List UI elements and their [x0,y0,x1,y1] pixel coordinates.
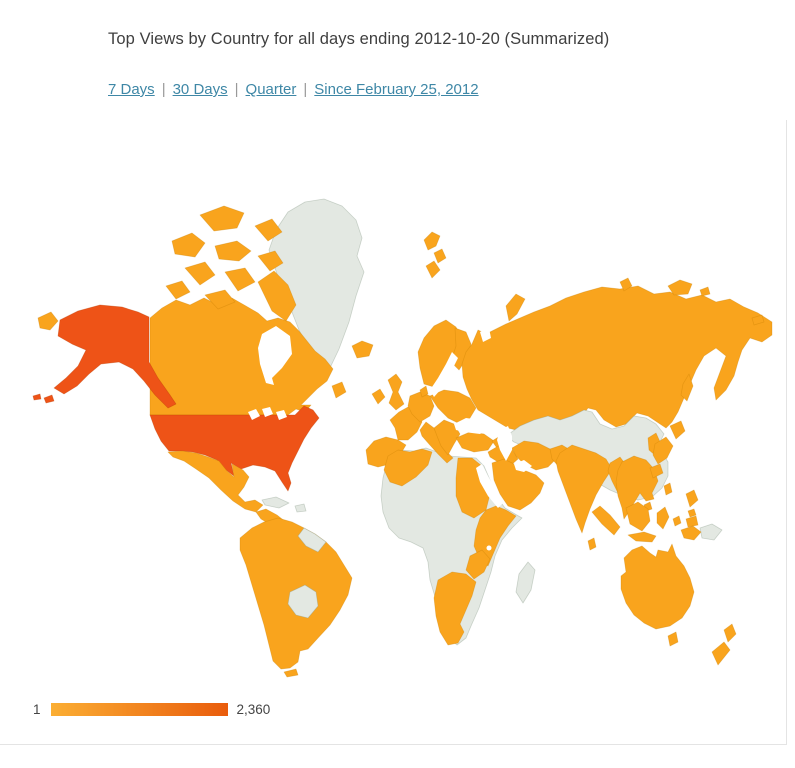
nav-link-7-days[interactable]: 7 Days [108,81,155,98]
nav-link-quarter[interactable]: Quarter [245,81,297,98]
region-italy[interactable] [419,421,454,464]
region-newfoundland[interactable] [331,381,347,399]
region-cuba[interactable] [261,496,290,509]
region-japan[interactable] [649,420,686,479]
map-legend: 1 2,360 [33,700,270,718]
region-maghreb[interactable] [383,448,433,487]
nav-link-since-start[interactable]: Since February 25, 2012 [314,81,479,98]
region-new-zealand[interactable] [711,623,737,666]
region-hispaniola[interactable] [294,503,307,513]
region-eastern-europe[interactable] [429,389,477,425]
region-sri-lanka[interactable] [587,537,597,551]
date-range-nav: 7 Days | 30 Days | Quarter | Since February 25… [108,81,479,98]
region-guyanas[interactable] [297,527,327,553]
persian-gulf [514,460,532,472]
great-lakes [248,407,287,420]
nav-separator: | [303,81,308,98]
nav-link-30-days[interactable]: 30 Days [172,81,228,98]
region-svalbard[interactable] [423,231,447,279]
region-zambia-mozambique[interactable] [465,549,491,580]
region-west-papua[interactable] [680,525,702,541]
page-title: Top Views by Country for all days ending… [108,30,610,48]
nav-separator: | [161,81,166,98]
region-taiwan[interactable] [663,482,673,496]
region-bolivia-paraguay[interactable] [287,584,319,619]
white-sea [480,328,491,342]
baltic-sea [430,352,458,397]
region-indochina[interactable] [615,455,659,520]
region-philippines[interactable] [685,489,699,528]
region-southern-africa[interactable] [433,571,477,646]
region-moluccas[interactable] [672,515,682,527]
black-sea [454,418,490,434]
region-central-europe[interactable] [407,391,435,423]
region-india[interactable] [555,444,613,534]
region-alaska[interactable] [32,304,177,409]
hudson-bay [258,326,292,385]
region-mexico[interactable] [167,450,264,513]
region-united-kingdom[interactable] [387,373,405,411]
region-sulawesi[interactable] [656,506,670,530]
region-sakhalin[interactable] [680,373,694,402]
region-tasmania[interactable] [667,631,679,647]
region-denmark[interactable] [419,385,429,398]
region-madagascar[interactable] [515,561,536,604]
red-sea [476,464,504,508]
region-australia[interactable] [620,543,695,630]
region-arctic-islands-russia[interactable] [619,277,765,326]
region-chukotka-wrap[interactable] [37,311,59,331]
region-papua-new-guinea[interactable] [699,523,723,541]
legend-min-label: 1 [33,701,41,717]
region-united-states[interactable] [149,405,320,492]
region-iberia[interactable] [365,436,407,468]
lake-victoria [486,545,492,551]
region-east-africa[interactable] [473,505,517,567]
region-novaya-zemlya[interactable] [505,293,526,322]
region-iceland[interactable] [351,340,374,359]
region-borneo[interactable] [625,501,651,532]
region-tierra-del-fuego[interactable] [283,668,299,678]
region-sumatra[interactable] [591,505,621,536]
caspian-sea [497,426,512,461]
region-ireland[interactable] [371,388,386,405]
legend-gradient-bar [50,702,228,716]
region-canadian-arctic-islands[interactable] [165,205,297,322]
legend-max-label: 2,360 [236,701,271,717]
region-turkey[interactable] [455,431,495,453]
region-balkans-greece[interactable] [433,419,461,456]
region-java[interactable] [627,531,657,543]
nav-separator: | [234,81,239,98]
